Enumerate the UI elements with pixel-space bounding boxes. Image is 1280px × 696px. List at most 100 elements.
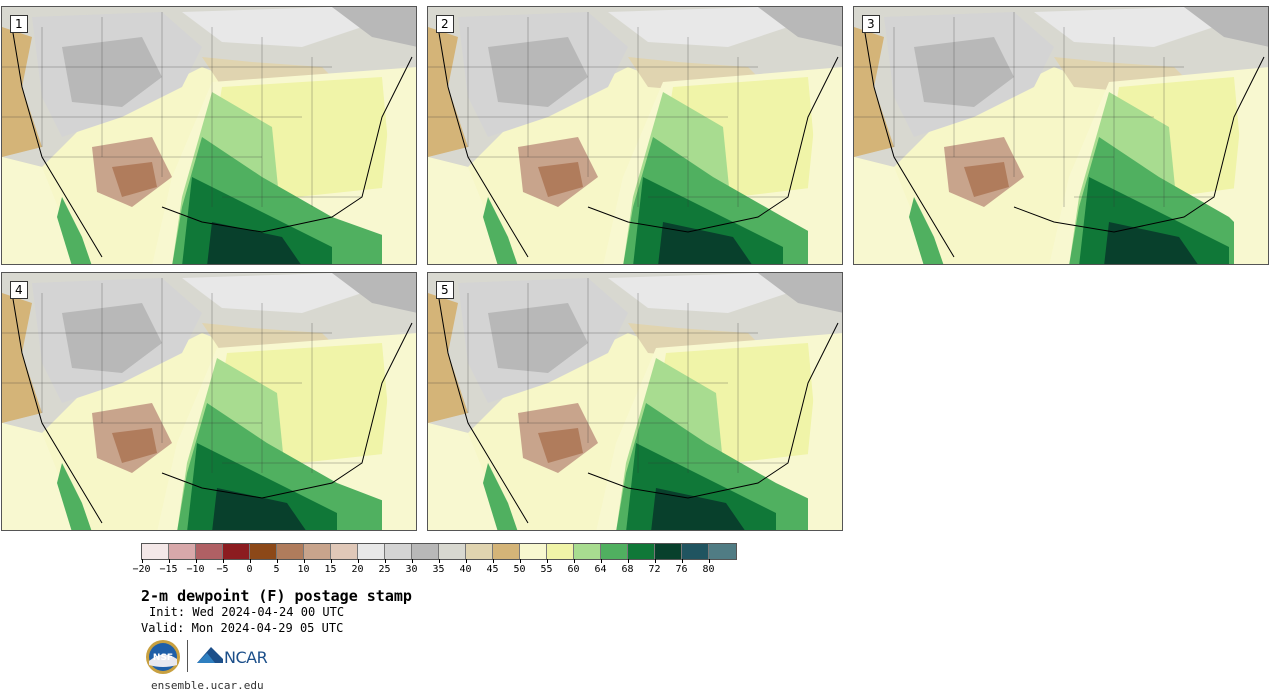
- dewpoint-region: [2, 27, 42, 157]
- colorbar-swatch: [304, 544, 331, 559]
- colorbar-swatch: [223, 544, 250, 559]
- dewpoint-region: [2, 423, 82, 530]
- colorbar-tick: [249, 559, 251, 563]
- colorbar-tick-label: 60: [567, 564, 580, 575]
- colorbar-tick-label: 68: [621, 564, 634, 575]
- dewpoint-region: [488, 303, 588, 373]
- colorbar-tick: [519, 559, 521, 563]
- dewpoint-region: [651, 488, 745, 530]
- colorbar-tick-label: −10: [186, 564, 205, 575]
- nsf-logo-text: NSF: [153, 653, 173, 663]
- colorbar-tick: [222, 559, 224, 563]
- colorbar-swatch: [169, 544, 196, 559]
- colorbar-swatch: [493, 544, 520, 559]
- dewpoint-region: [428, 157, 508, 264]
- dewpoint-region: [332, 273, 416, 313]
- colorbar-tick-label: 20: [351, 564, 364, 575]
- map-title: 2-m dewpoint (F) postage stamp: [141, 587, 412, 605]
- colorbar-swatch: [574, 544, 601, 559]
- dewpoint-region: [538, 428, 583, 463]
- dewpoint-region: [182, 273, 362, 313]
- logo-divider: [187, 640, 188, 672]
- dewpoint-region: [1184, 7, 1268, 47]
- dewpoint-region: [2, 293, 42, 423]
- dewpoint-region: [909, 197, 944, 264]
- dewpoint-region: [57, 197, 92, 264]
- colorbar-tick: [627, 559, 629, 563]
- colorbar-tick: [465, 559, 467, 563]
- colorbar-tick-label: 5: [273, 564, 280, 575]
- panel-number-label: 1: [10, 15, 28, 33]
- dewpoint-region: [332, 7, 416, 47]
- colorbar-swatch: [601, 544, 628, 559]
- colorbar-swatch: [250, 544, 277, 559]
- colorbar-tick: [168, 559, 170, 563]
- colorbar-tick: [708, 559, 710, 563]
- dewpoint-map: [2, 7, 416, 264]
- colorbar-swatch: [466, 544, 493, 559]
- colorbar-tick: [438, 559, 440, 563]
- init-time: Init: Wed 2024-04-24 00 UTC: [149, 605, 345, 619]
- dewpoint-region: [914, 37, 1014, 107]
- colorbar-tick: [141, 559, 143, 563]
- dewpoint-region: [538, 162, 583, 197]
- colorbar-tick: [600, 559, 602, 563]
- coastline: [437, 26, 839, 258]
- dewpoint-region: [428, 293, 468, 423]
- panel-number-label: 2: [436, 15, 454, 33]
- colorbar-tick: [546, 559, 548, 563]
- colorbar-swatch: [412, 544, 439, 559]
- colorbar-tick: [492, 559, 494, 563]
- colorbar-tick-label: 80: [702, 564, 715, 575]
- colorbar-swatch: [331, 544, 358, 559]
- colorbar-tick-label: 40: [459, 564, 472, 575]
- forecast-panel-2: 2: [427, 6, 843, 265]
- colorbar-tick-label: 72: [648, 564, 661, 575]
- colorbar-swatch: [682, 544, 709, 559]
- dewpoint-region: [808, 343, 842, 530]
- dewpoint-map: [428, 7, 842, 264]
- dewpoint-region: [212, 488, 306, 530]
- coastline: [11, 26, 413, 258]
- forecast-panel-1: 1: [1, 6, 417, 265]
- dewpoint-map: [854, 7, 1268, 264]
- dewpoint-region: [2, 157, 82, 264]
- colorbar-tick: [330, 559, 332, 563]
- valid-time: Valid: Mon 2024-04-29 05 UTC: [141, 621, 344, 635]
- dewpoint-region: [62, 303, 162, 373]
- dewpoint-region: [1234, 77, 1268, 264]
- colorbar-tick-label: 15: [324, 564, 337, 575]
- colorbar-tick: [384, 559, 386, 563]
- dewpoint-region: [112, 162, 157, 197]
- colorbar-tick: [303, 559, 305, 563]
- forecast-panel-4: 4: [1, 272, 417, 531]
- dewpoint-region: [182, 7, 362, 47]
- coastline: [437, 292, 839, 524]
- dewpoint-region: [382, 77, 416, 264]
- dewpoint-region: [964, 162, 1009, 197]
- dewpoint-region: [758, 7, 842, 47]
- colorbar-swatch: [358, 544, 385, 559]
- panel-number-label: 5: [436, 281, 454, 299]
- colorbar-swatch: [520, 544, 547, 559]
- dewpoint-region: [382, 343, 416, 530]
- dewpoint-region: [854, 27, 894, 157]
- panel-number-label: 4: [10, 281, 28, 299]
- dewpoint-region: [808, 77, 842, 264]
- colorbar-swatch: [709, 544, 736, 559]
- dewpoint-region: [483, 197, 518, 264]
- colorbar-tick: [357, 559, 359, 563]
- colorbar-swatch: [196, 544, 223, 559]
- colorbar-tick: [681, 559, 683, 563]
- coastline: [11, 292, 413, 524]
- site-url: ensemble.ucar.edu: [151, 679, 264, 692]
- colorbar-tick-label: −20: [132, 564, 151, 575]
- colorbar-tick-label: 25: [378, 564, 391, 575]
- dewpoint-region: [608, 273, 788, 313]
- colorbar-tick-label: 50: [513, 564, 526, 575]
- colorbar-tick-label: −15: [159, 564, 178, 575]
- colorbar-tick: [276, 559, 278, 563]
- colorbar-tick-label: −5: [216, 564, 229, 575]
- colorbar-tick: [573, 559, 575, 563]
- dewpoint-region: [1104, 222, 1198, 264]
